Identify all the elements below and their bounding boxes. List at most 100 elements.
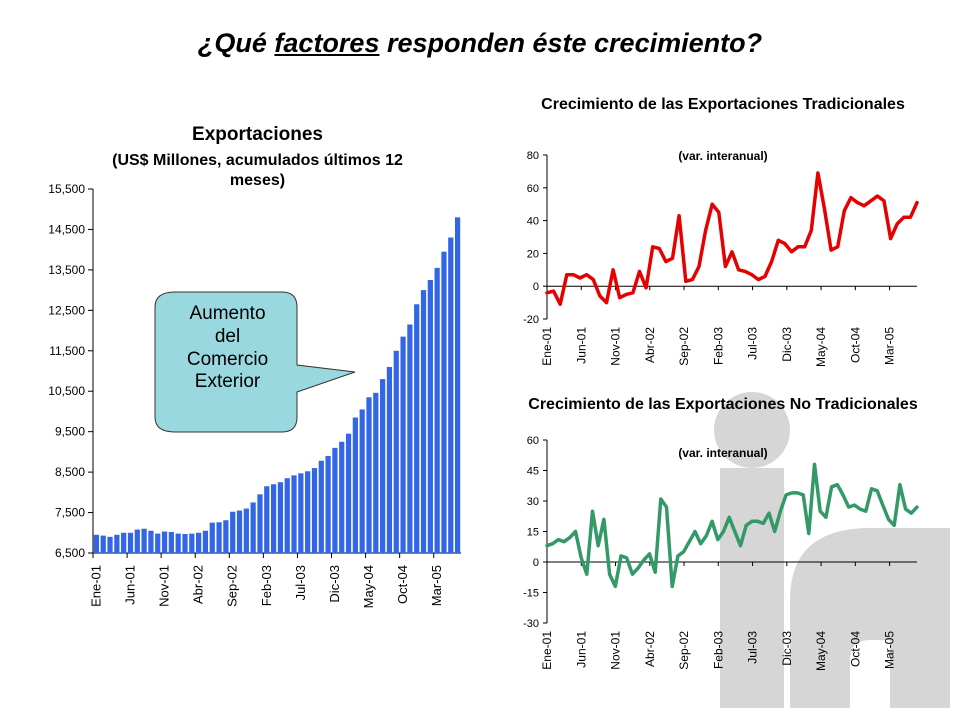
exports-y-tick-label: 6,500: [55, 546, 85, 560]
slide-title: ¿Qué factores responden éste crecimiento…: [197, 28, 763, 58]
traditional-x-tick-label: Sep-02: [677, 327, 691, 366]
exports-bar: [270, 484, 277, 553]
exports-bar: [339, 441, 345, 553]
traditional-y-tick-label: 0: [533, 281, 539, 293]
non-traditional-series-line: [545, 462, 919, 589]
exports-y-tick-label: 13,500: [48, 263, 85, 277]
exports-bar: [311, 468, 318, 553]
exports-bar: [250, 502, 256, 553]
exports-bar: [121, 532, 127, 553]
non-traditional-x-tick-label: Dic-03: [780, 631, 794, 666]
traditional-series-line: [545, 171, 919, 306]
non-traditional-x-tick-label: Jun-01: [574, 631, 588, 668]
non-traditional-x-tick-label: Feb-03: [711, 631, 725, 669]
non-traditional-chart-subtitle: (var. interanual): [678, 446, 768, 460]
callout-line: Exterior: [194, 371, 261, 393]
exports-bar: [264, 486, 270, 553]
traditional-y-tick-label: 40: [527, 216, 539, 228]
exports-bar: [223, 520, 229, 553]
non-traditional-y-tick-label: -30: [523, 618, 539, 630]
exports-bar: [359, 409, 365, 553]
non-traditional-x-tick-label: Nov-01: [609, 631, 623, 670]
exports-bar: [236, 510, 243, 553]
non-traditional-y-tick-label: 0: [533, 557, 539, 569]
watermark-i-dot: [714, 392, 790, 468]
exports-bar: [189, 533, 195, 553]
exports-subtitle: (US$ Millones, acumulados últimos 12 mes…: [112, 151, 403, 189]
traditional-chart-title: Crecimiento de las Exportaciones Tradici…: [541, 96, 905, 113]
exports-x-tick-label: Ene-01: [88, 565, 103, 607]
traditional-y-tick-label: 60: [527, 183, 539, 195]
exports-y-tick-label: 10,500: [48, 384, 85, 398]
exports-y-tick-label: 15,500: [48, 182, 85, 196]
traditional-x-tick-label: Dic-03: [780, 327, 794, 362]
exports-x-tick-label: Mar-05: [429, 565, 444, 606]
exports-bar: [243, 508, 249, 553]
non-traditional-x-tick-label: Jul-03: [746, 631, 760, 664]
non-traditional-y-tick-label: 15: [527, 527, 539, 539]
callout-line: Aumento: [189, 303, 266, 324]
non-traditional-y-tick-label: -15: [523, 588, 539, 600]
callout-text: Aumento del Comercio Exterior: [160, 303, 295, 394]
exports-bar: [345, 433, 352, 553]
watermark-i-stem: [720, 468, 784, 708]
non-traditional-x-tick-label: Ene-01: [540, 631, 554, 670]
exports-bar: [325, 455, 331, 553]
exports-bar: [380, 379, 386, 553]
non-traditional-y-tick-label: 45: [527, 466, 539, 478]
non-traditional-y-tick-label: 60: [527, 435, 539, 447]
traditional-x-tick-label: Jul-03: [746, 327, 760, 360]
exports-y-tick-label: 8,500: [55, 465, 85, 479]
traditional-x-tick-label: Mar-05: [883, 327, 897, 365]
exports-y-tick-label: 9,500: [55, 425, 85, 439]
exports-bar: [305, 471, 311, 553]
traditional-x-tick-label: Ene-01: [540, 327, 554, 366]
traditional-x-tick-label: Feb-03: [711, 327, 725, 365]
traditional-x-tick-label: Oct-04: [848, 327, 862, 363]
exports-y-tick-label: 11,500: [49, 344, 85, 358]
exports-bar: [291, 475, 297, 553]
exports-bar: [196, 532, 202, 553]
exports-x-tick-label: Dic-03: [327, 565, 342, 603]
exports-bar: [407, 324, 413, 553]
exports-bar: [332, 447, 338, 553]
exports-bar: [400, 336, 406, 553]
exports-bar: [448, 237, 454, 554]
exports-bar: [155, 533, 161, 553]
exports-title: Exportaciones: [192, 124, 323, 145]
callout-line: del: [214, 325, 241, 347]
exports-bar: [434, 267, 440, 553]
non-traditional-x-tick-label: Abr-02: [643, 631, 657, 667]
exports-bar: [182, 533, 188, 553]
exports-bar: [107, 536, 113, 553]
traditional-x-tick-label: May-04: [814, 327, 828, 367]
exports-bar: [386, 366, 393, 553]
exports-bar: [284, 478, 290, 553]
exports-bar: [298, 473, 304, 553]
exports-y-tick-label: 7,500: [55, 506, 85, 520]
exports-bar: [141, 528, 147, 553]
exports-bar: [373, 392, 379, 553]
traditional-y-tick-label: -20: [523, 314, 539, 326]
traditional-x-tick-label: Nov-01: [609, 327, 623, 366]
exports-bar: [318, 460, 324, 553]
exports-bar: [209, 522, 215, 553]
exports-bar: [93, 534, 100, 553]
exports-bar: [161, 531, 168, 553]
exports-bar: [202, 530, 209, 553]
exports-bar: [277, 482, 284, 553]
traditional-y-tick-label: 20: [527, 248, 539, 260]
exports-bar: [352, 417, 358, 553]
exports-y-tick-label: 14,500: [48, 222, 85, 236]
exports-bar: [148, 530, 154, 553]
exports-chart-title: Exportaciones (US$ Millones, acumulados …: [95, 123, 420, 191]
exports-bar: [168, 531, 174, 553]
exports-bar: [414, 304, 420, 553]
non-traditional-y-tick-label: 30: [527, 496, 539, 508]
exports-bar: [257, 494, 263, 553]
non-traditional-x-tick-label: Oct-04: [848, 631, 862, 667]
